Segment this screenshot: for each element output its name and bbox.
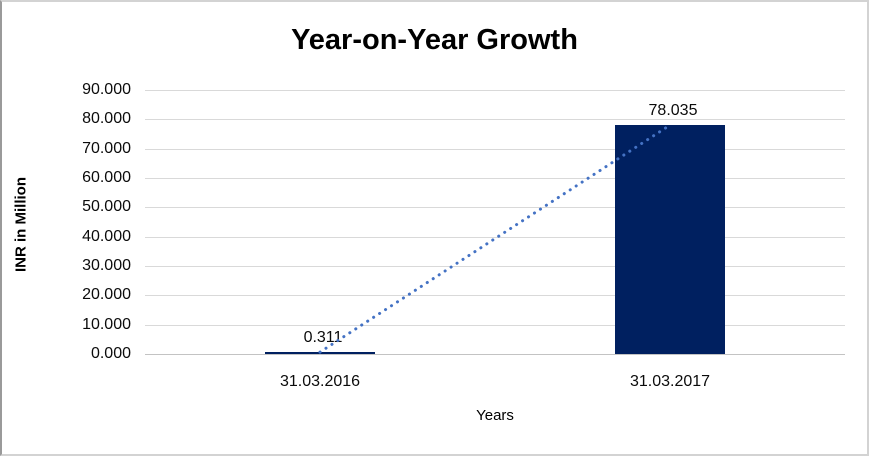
data-label: 78.035 (648, 102, 698, 119)
y-tick-label: 50.000 (82, 198, 131, 215)
bar-31.03.2017 (615, 125, 725, 354)
x-category-label: 31.03.2016 (279, 373, 361, 390)
y-tick-label: 80.000 (82, 110, 131, 127)
y-tick-label: 60.000 (82, 169, 131, 186)
y-tick-label: 10.000 (82, 316, 131, 333)
x-axis-line (145, 354, 845, 355)
gridline (145, 90, 845, 91)
gridline (145, 119, 845, 120)
y-tick-label: 0.000 (90, 345, 131, 362)
y-tick-label: 20.000 (82, 286, 131, 303)
y-tick-label: 70.000 (82, 140, 131, 157)
gridline (145, 295, 845, 296)
gridline (145, 325, 845, 326)
data-label: 0.311 (303, 329, 343, 346)
y-tick-label: 40.000 (82, 228, 131, 245)
chart-title: Year-on-Year Growth (291, 24, 578, 56)
x-axis-title: Years (476, 407, 514, 424)
gridline (145, 149, 845, 150)
x-category-label: 31.03.2017 (629, 373, 711, 390)
gridline (145, 178, 845, 179)
y-tick-label: 30.000 (82, 257, 131, 274)
gridline (145, 266, 845, 267)
y-tick-label: 90.000 (82, 81, 131, 98)
gridline (145, 207, 845, 208)
gridline (145, 237, 845, 238)
y-axis-title: INR in Million (12, 177, 30, 272)
bar-31.03.2016 (265, 352, 375, 354)
